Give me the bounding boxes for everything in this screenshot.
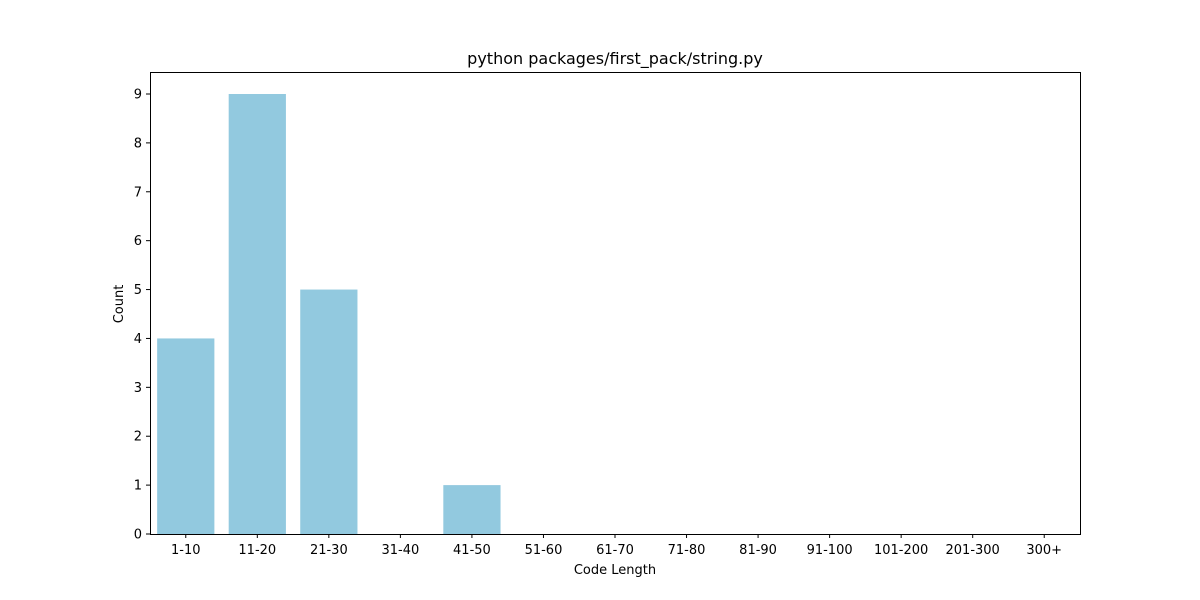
x-tick-label: 91-100	[807, 543, 853, 558]
y-tick-label: 4	[134, 332, 142, 347]
x-tick-label: 71-80	[668, 543, 706, 558]
x-tick-label: 1-10	[171, 543, 201, 558]
x-axis-ticks: 1-10 11-20 21-30 31-40 41-50 51-60 61-70 71-80 8…	[171, 534, 1062, 558]
x-tick-label: 81-90	[739, 543, 777, 558]
bar-41-50	[443, 485, 501, 534]
plot-frame	[150, 72, 1081, 535]
x-axis-label: Code Length	[574, 563, 656, 578]
x-tick-label: 11-20	[238, 543, 276, 558]
x-tick-label: 61-70	[596, 543, 634, 558]
x-tick-label: 41-50	[453, 543, 491, 558]
x-tick-label: 51-60	[525, 543, 563, 558]
y-tick-label: 6	[134, 234, 142, 249]
bar-11-20	[228, 94, 286, 534]
y-tick-label: 5	[134, 283, 142, 298]
x-tick-label: 201-300	[946, 543, 1000, 558]
y-tick-label: 7	[134, 185, 142, 200]
x-tick-label: 101-200	[874, 543, 928, 558]
bars-group	[157, 94, 501, 534]
y-tick-label: 0	[134, 528, 142, 543]
chart-title: python packages/first_pack/string.py	[467, 49, 763, 69]
y-tick-label: 2	[134, 430, 142, 445]
y-axis-label: Count	[112, 285, 127, 324]
bar-21-30	[300, 289, 358, 534]
y-tick-label: 8	[134, 136, 142, 151]
x-tick-label: 31-40	[381, 543, 419, 558]
y-axis-ticks: 0 1 2 3 4 5 6 7 8 9	[134, 88, 150, 543]
y-tick-label: 3	[134, 381, 142, 396]
x-tick-label: 300+	[1026, 543, 1062, 558]
x-tick-label: 21-30	[310, 543, 348, 558]
y-tick-label: 9	[134, 88, 142, 103]
y-tick-label: 1	[134, 479, 142, 494]
bar-1-10	[157, 338, 215, 534]
